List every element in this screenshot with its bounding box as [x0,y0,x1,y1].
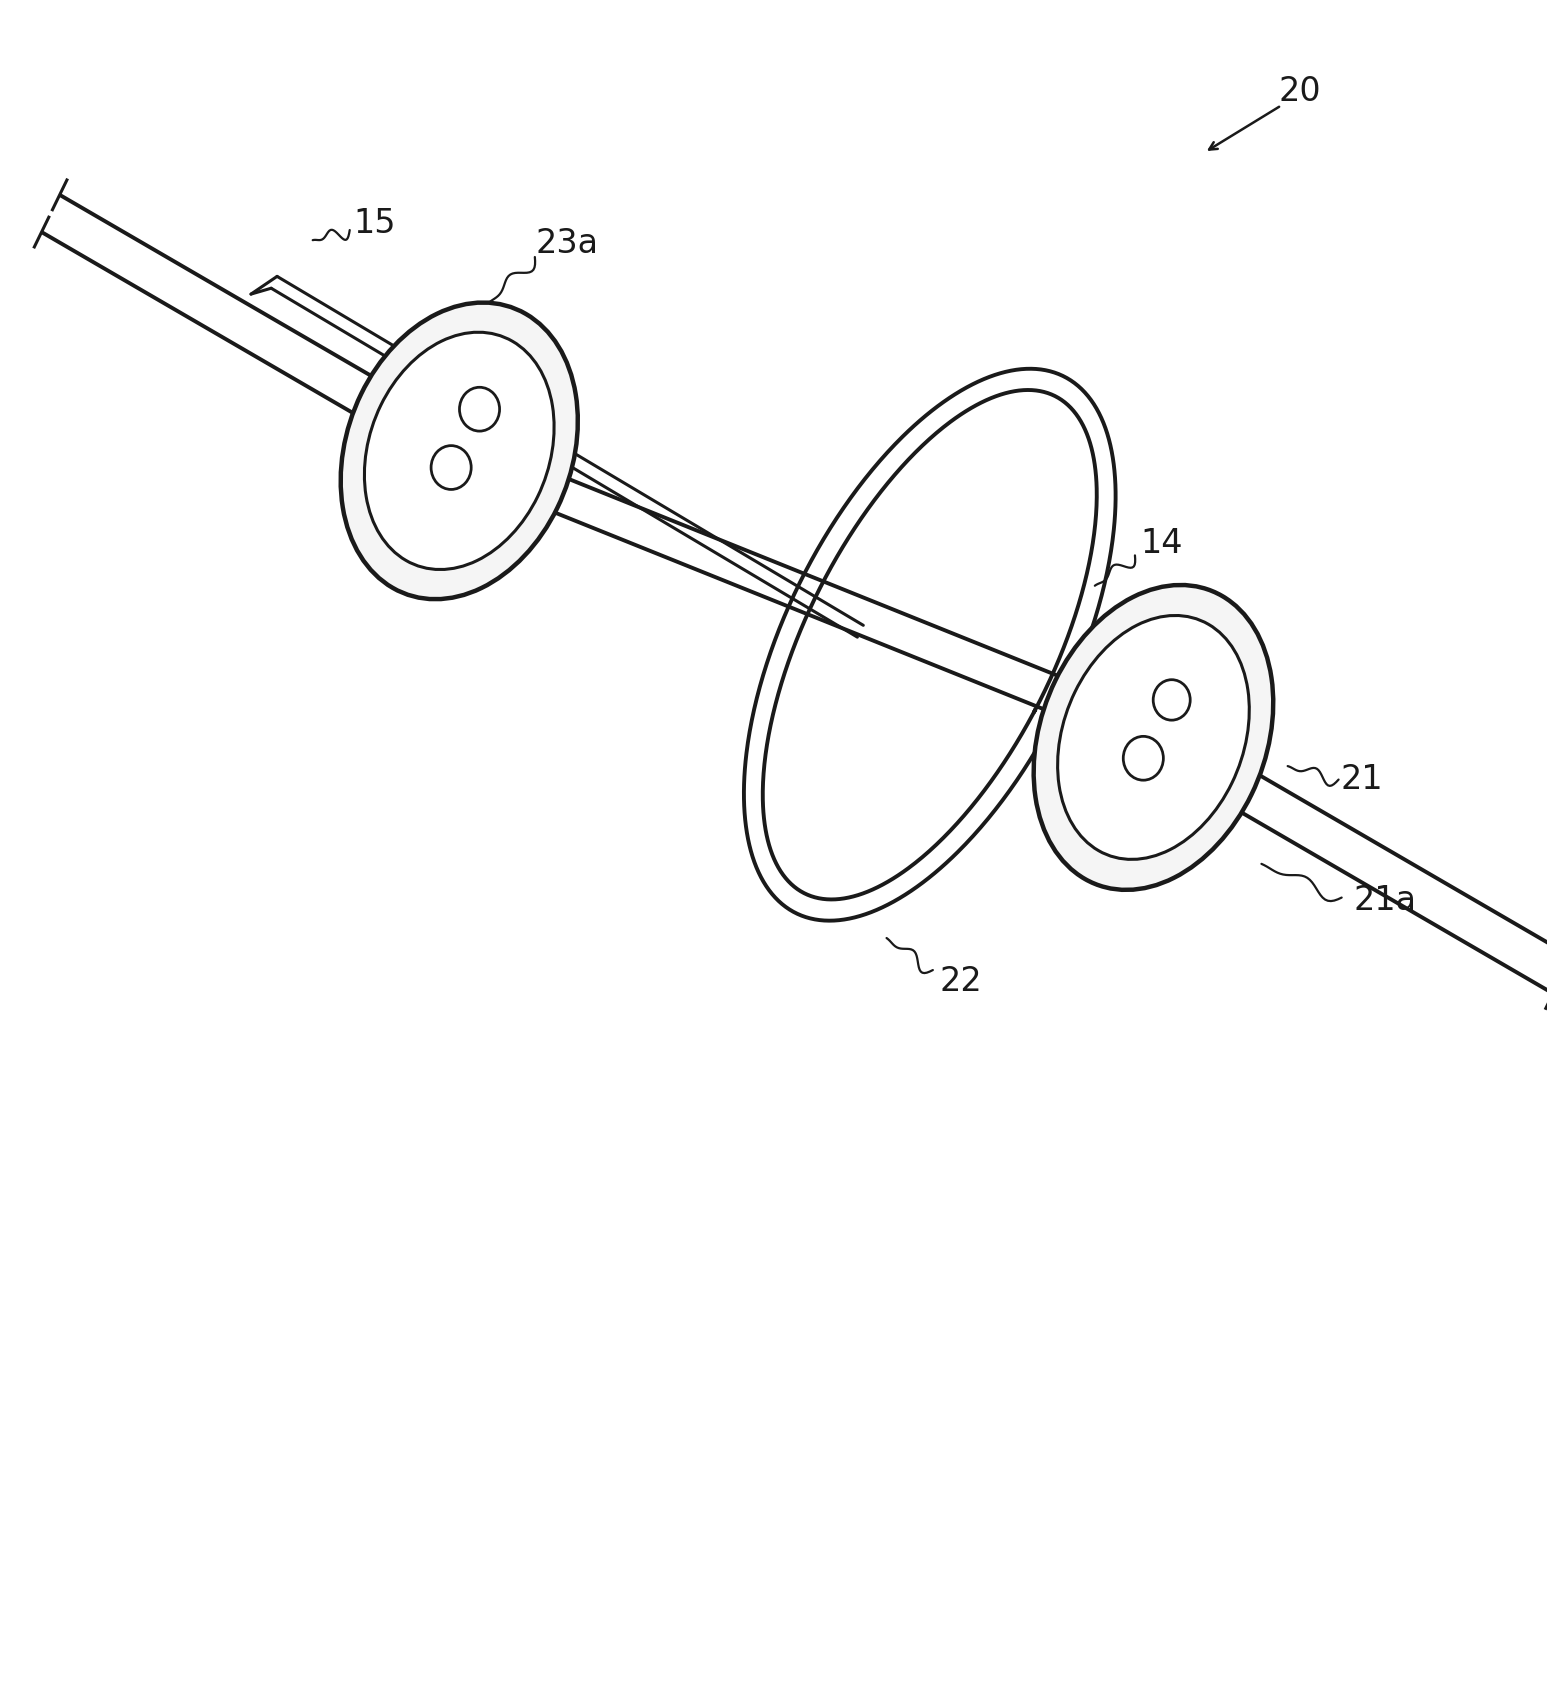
Text: 21a: 21a [1354,884,1416,918]
Circle shape [1123,737,1163,781]
Text: 23: 23 [369,544,411,578]
Circle shape [459,388,499,430]
Text: 21: 21 [1340,762,1383,796]
Circle shape [431,446,472,490]
Text: 20: 20 [1278,75,1321,108]
Ellipse shape [1058,615,1249,859]
Circle shape [1154,679,1190,720]
Text: 14: 14 [1140,527,1182,561]
Ellipse shape [341,303,579,600]
Text: 23a: 23a [535,227,599,261]
Ellipse shape [1033,584,1273,889]
Ellipse shape [364,332,554,569]
Text: 15: 15 [354,207,396,241]
Text: 22: 22 [940,966,982,998]
